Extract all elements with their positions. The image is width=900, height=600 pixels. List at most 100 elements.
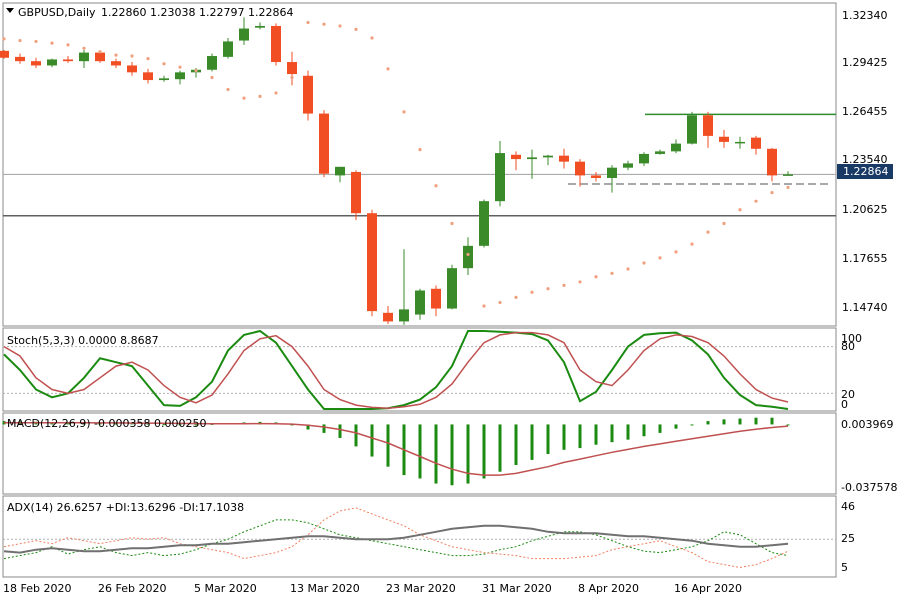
macd-bar: [610, 424, 614, 443]
sar-dot: [274, 91, 278, 95]
macd-bar: [162, 424, 166, 426]
adx-axis: 46 25 5: [841, 500, 855, 574]
candle-body: [47, 59, 57, 66]
minus-di-line: [3, 507, 789, 569]
sar-dot: [418, 148, 422, 152]
sar-dot: [786, 185, 790, 190]
macd-bar: [642, 424, 646, 437]
macd-bar: [466, 424, 470, 484]
macd-bar: [306, 424, 310, 430]
macd-bar: [498, 424, 502, 472]
candlesticks: [0, 17, 793, 325]
date-label: 18 Feb 2020: [3, 582, 71, 595]
sar-dot: [498, 300, 502, 305]
sar-dot: [354, 27, 358, 31]
sar-dot: [242, 96, 246, 100]
macd-tick: -0.037578: [841, 481, 897, 494]
macd-bar: [386, 424, 390, 467]
macd-bar: [338, 424, 342, 438]
sar-dot: [194, 69, 198, 73]
collapse-triangle-icon[interactable]: [6, 8, 14, 13]
price-tick: 1.26455: [842, 105, 888, 118]
sar-dot: [706, 230, 710, 234]
macd-bars: [2, 417, 790, 486]
macd-bar: [290, 424, 294, 426]
sar-dot: [210, 75, 214, 80]
sar-dot: [626, 267, 630, 271]
sar-dot: [770, 190, 774, 195]
price-tick: 1.17655: [842, 252, 888, 265]
candle-body: [479, 201, 489, 246]
sar-dot: [674, 250, 678, 254]
macd-bar: [658, 424, 662, 433]
candle-body: [671, 143, 681, 152]
macd-bar: [706, 421, 710, 425]
candle-body: [687, 115, 697, 144]
candle-body: [159, 78, 169, 81]
sar-dot: [386, 67, 390, 71]
candle-body: [463, 245, 473, 269]
candle-body: [719, 136, 729, 142]
macd-bar: [354, 424, 358, 447]
macd-signal-line: [4, 422, 789, 476]
candle-body: [735, 141, 745, 144]
sar-dot: [562, 283, 566, 287]
candle-body: [575, 161, 585, 176]
candle-body: [767, 148, 777, 176]
candle-body: [367, 213, 377, 312]
candle-body: [607, 167, 617, 178]
stoch-tick: 20: [841, 388, 855, 401]
current-price-label: 1.22864: [843, 165, 889, 178]
candle-body: [447, 268, 457, 309]
macd-bar: [98, 423, 102, 425]
price-header: GBPUSD,Daily 1.22860 1.23038 1.22797 1.2…: [6, 6, 293, 19]
parabolic-sar: [2, 20, 790, 308]
stoch-tick: 0: [841, 398, 848, 411]
macd-bar: [370, 424, 374, 457]
candle-body: [0, 50, 9, 58]
macd-bar: [146, 423, 150, 425]
macd-bar: [626, 424, 630, 440]
indicator-guide-lines: [3, 346, 836, 540]
stoch-axis: 100 80 20 0: [841, 332, 862, 411]
macd-bar: [674, 424, 678, 429]
ohlc-values: 1.22860 1.23038 1.22797 1.22864: [101, 6, 293, 19]
sar-dot: [402, 110, 406, 114]
sar-dot: [610, 271, 614, 275]
candle-body: [111, 61, 121, 66]
symbol-title: GBPUSD,Daily: [18, 6, 96, 19]
macd-bar: [514, 424, 518, 465]
stoch-title: Stoch(5,3,3) 0.0000 8.8687: [7, 334, 159, 347]
date-label: 8 Apr 2020: [578, 582, 639, 595]
sar-dot: [18, 38, 22, 43]
sar-dot: [306, 20, 310, 25]
candle-body: [399, 309, 409, 322]
candle-body: [495, 153, 505, 202]
stoch-pane[interactable]: [2, 327, 837, 412]
candle-body: [415, 290, 425, 315]
sar-dot: [690, 242, 694, 246]
adx-pane[interactable]: [2, 495, 837, 578]
sar-dot: [258, 94, 262, 98]
sar-dot: [2, 37, 6, 41]
candle-body: [511, 154, 521, 160]
date-label: 31 Mar 2020: [482, 582, 552, 595]
sar-dot: [546, 287, 550, 291]
adx-line: [3, 524, 789, 554]
sar-dot: [738, 208, 742, 212]
adx-tick: 5: [841, 561, 848, 574]
sar-dot: [594, 275, 598, 279]
candle-body: [255, 25, 265, 28]
macd-bar: [578, 424, 582, 449]
macd-axis: 0.003969 -0.037578: [841, 418, 897, 494]
price-tick: 1.20625: [842, 203, 888, 216]
stochastic-lines: [3, 329, 789, 410]
candle-body: [63, 59, 73, 62]
macd-bar: [114, 423, 118, 425]
macd-tick: 0.003969: [841, 418, 894, 431]
macd-bar: [530, 424, 534, 460]
macd-bar: [722, 419, 726, 425]
sar-dot: [754, 199, 758, 203]
price-pane[interactable]: [2, 2, 837, 327]
